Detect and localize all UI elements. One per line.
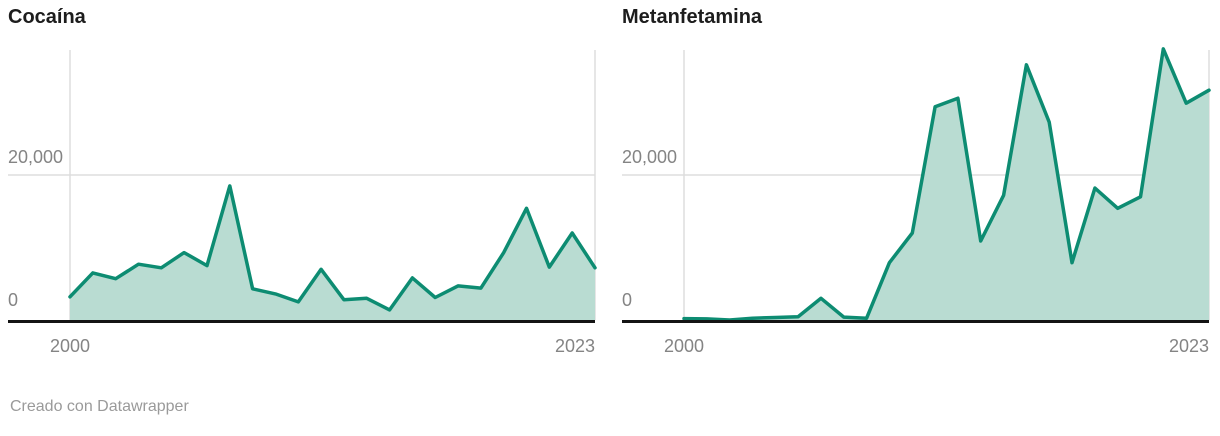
y-tick-label-20000: 20,000 xyxy=(622,147,678,167)
chart-metanfetamina: Metanfetamina 20,000 0 2000 2023 xyxy=(614,0,1220,392)
x-tick-label-2000: 2000 xyxy=(663,336,705,356)
chart-title-metanfetamina: Metanfetamina xyxy=(622,6,763,28)
x-tick-label-2000: 2000 xyxy=(49,336,91,356)
area-fill xyxy=(70,185,595,320)
chart-title-cocaina: Cocaína xyxy=(8,6,86,28)
metanfetamina-plot-svg xyxy=(622,47,1211,323)
x-tick-label-2023: 2023 xyxy=(1168,336,1209,356)
chart-cocaina: Cocaína 20,000 0 2000 2023 xyxy=(0,0,610,392)
cocaina-plot-svg xyxy=(8,50,597,323)
y-tick-label-0: 0 xyxy=(8,290,19,310)
x-tick-label-2023: 2023 xyxy=(554,336,595,356)
y-tick-label-0: 0 xyxy=(622,290,633,310)
data-line xyxy=(68,184,597,312)
data-line xyxy=(682,47,1211,322)
datawrapper-attribution-link[interactable]: Creado con Datawrapper xyxy=(10,398,189,415)
y-tick-label-20000: 20,000 xyxy=(8,147,64,167)
area-fill xyxy=(684,48,1209,321)
